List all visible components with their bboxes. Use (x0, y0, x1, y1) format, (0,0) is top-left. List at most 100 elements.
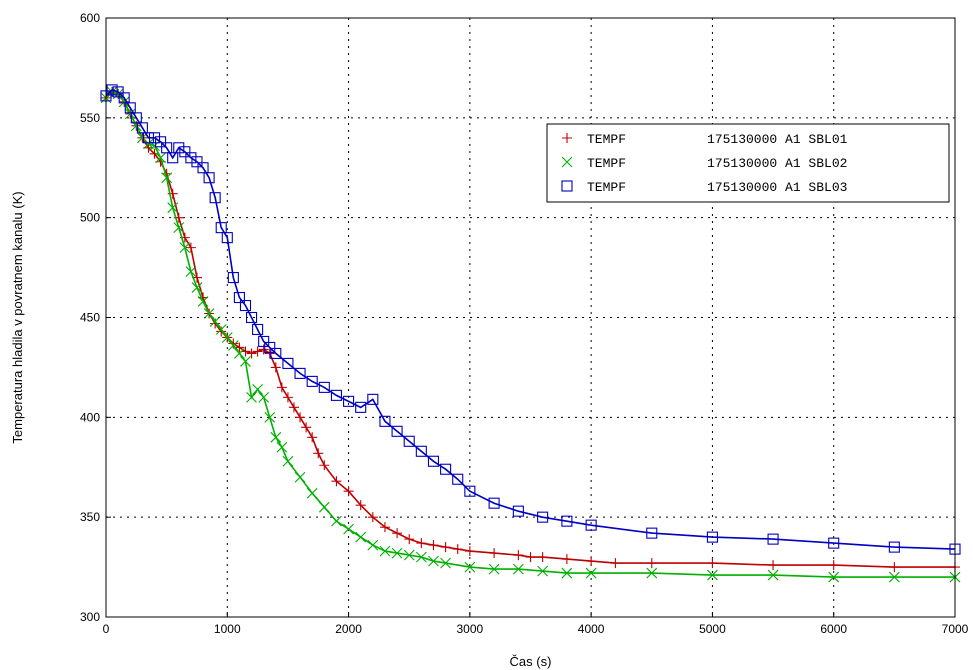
data-point (537, 565, 549, 577)
data-point (331, 515, 342, 527)
data-point (318, 501, 330, 513)
data-point (282, 455, 294, 467)
series-line (105, 90, 955, 578)
legend-marker (561, 180, 573, 192)
y-tick-label: 550 (80, 111, 100, 125)
data-point (440, 542, 451, 553)
data-point (233, 291, 245, 304)
data-point (585, 519, 597, 531)
data-point (646, 527, 658, 539)
data-point (537, 552, 548, 563)
data-point (240, 356, 251, 367)
data-point (221, 232, 233, 244)
series-layer (100, 84, 961, 583)
data-point (561, 567, 573, 579)
legend-box (546, 123, 950, 203)
data-point (179, 146, 191, 158)
data-point (391, 425, 403, 437)
data-point (768, 560, 779, 571)
data-point (512, 563, 524, 575)
data-point (203, 308, 215, 319)
data-point (185, 152, 197, 164)
data-point (537, 511, 549, 523)
data-point (173, 222, 185, 234)
data-point (215, 324, 227, 335)
data-point (313, 448, 324, 459)
data-point (488, 497, 500, 509)
data-point (136, 122, 148, 134)
data-point (118, 92, 130, 104)
series-2 (100, 86, 961, 583)
data-point (270, 362, 281, 373)
data-point (124, 108, 136, 120)
data-point (118, 96, 130, 108)
data-point (392, 528, 403, 539)
data-point (221, 332, 233, 343)
data-point (464, 561, 476, 573)
data-point (427, 455, 440, 467)
data-point (148, 132, 161, 144)
y-tick-label: 500 (80, 211, 100, 225)
data-point (440, 463, 452, 475)
x-tick-label: 3000 (457, 622, 484, 636)
data-point (197, 296, 209, 307)
data-point (301, 422, 312, 433)
data-point (143, 138, 154, 150)
x-tick-label: 6000 (820, 622, 847, 636)
legend-label-var: TEMPF (587, 132, 626, 147)
data-point (161, 142, 173, 154)
legend-marker (561, 156, 573, 168)
data-point (379, 522, 390, 533)
data-point (464, 485, 476, 497)
data-point (452, 473, 464, 485)
data-point (403, 435, 415, 447)
data-point (379, 545, 391, 557)
x-tick-label: 2000 (335, 622, 362, 636)
data-point (185, 266, 197, 277)
data-point (343, 523, 354, 535)
data-point (318, 381, 330, 393)
data-point (276, 441, 288, 453)
data-point (355, 531, 367, 543)
data-point (209, 316, 221, 327)
data-point (586, 556, 597, 567)
data-point (203, 172, 215, 184)
tick-labels: 0 1000 2000 3000 4000 5000 6000 7000 300 350 400 45… (80, 11, 969, 636)
data-point (191, 282, 203, 293)
data-point (367, 539, 379, 551)
data-point (489, 548, 500, 559)
data-point (161, 172, 173, 184)
data-point (440, 557, 451, 569)
data-point (264, 341, 276, 354)
data-point (355, 401, 367, 413)
data-point (282, 392, 293, 403)
data-point (270, 347, 282, 359)
data-point (234, 348, 245, 359)
data-point (295, 412, 306, 423)
x-axis-label: Čas (s) (510, 654, 552, 669)
data-point (828, 560, 839, 571)
data-point (264, 348, 275, 359)
data-point (155, 136, 167, 148)
data-point (525, 552, 536, 563)
data-point (294, 471, 306, 483)
data-point (888, 541, 900, 553)
data-point (227, 272, 239, 284)
data-point (464, 546, 475, 557)
series-3 (100, 84, 961, 555)
data-point (391, 547, 403, 559)
data-point (252, 323, 264, 336)
data-point (828, 537, 840, 549)
y-tick-label: 600 (80, 11, 100, 25)
legend: TEMPF 175130000 A1 SBL01 TEMPF 175130000 A1… (546, 123, 950, 203)
data-point (404, 534, 415, 545)
data-point (191, 156, 203, 168)
data-point (167, 202, 179, 214)
data-point (428, 555, 439, 567)
y-tick-label: 350 (80, 510, 100, 524)
data-point (707, 569, 718, 581)
data-point (270, 431, 282, 443)
data-point (889, 562, 900, 573)
data-point (215, 222, 227, 234)
